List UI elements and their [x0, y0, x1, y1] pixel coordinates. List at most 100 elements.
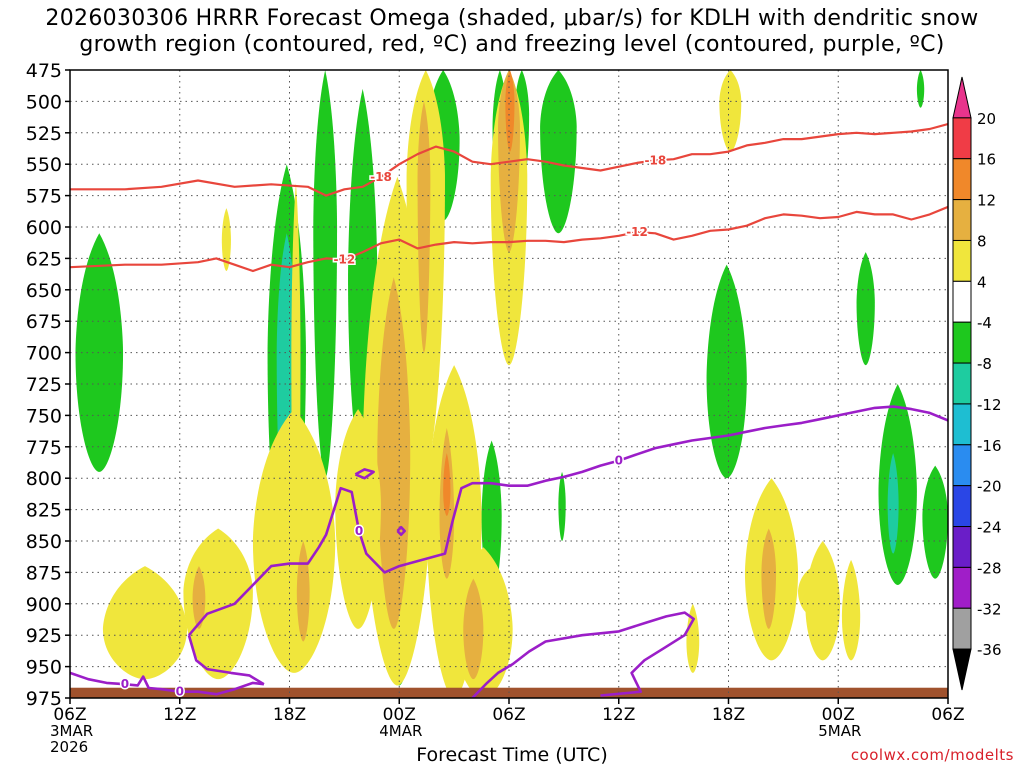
omega-area	[296, 541, 310, 642]
omega-area	[719, 70, 742, 152]
x-axis-label: Forecast Time (UTC)	[416, 744, 608, 766]
colorbar-label: -4	[977, 314, 992, 332]
colorbar-label: -36	[977, 641, 1002, 659]
colorbar-label: 8	[977, 232, 987, 250]
chart-title-line-2: growth region (contoured, red, ºC) and f…	[79, 32, 945, 57]
colorbar-label: 20	[977, 110, 996, 128]
contour-line	[187, 405, 948, 637]
omega-area	[505, 70, 515, 152]
colorbar-label: -16	[977, 437, 1002, 455]
dgz-contours: -18 -18 -12 -12	[70, 122, 948, 273]
y-tick-label: 975	[26, 688, 62, 710]
colorbar-label: -32	[977, 600, 1002, 618]
x-tick-label: 06Z	[53, 705, 86, 725]
x-tick-sublabel: 3MAR	[50, 722, 93, 740]
x-tick-label: 18Z	[712, 705, 745, 725]
contour-label: -18	[370, 170, 392, 184]
y-tick-label: 475	[26, 60, 62, 82]
colorbar-cell	[952, 158, 972, 201]
omega-area	[417, 101, 431, 353]
omega-area	[335, 409, 381, 629]
y-tick-label: 900	[26, 594, 62, 616]
omega-area	[841, 559, 861, 661]
colorbar-cell	[952, 280, 972, 323]
y-tick-label: 825	[26, 500, 62, 522]
y-tick-label: 550	[26, 154, 62, 176]
colorbar-cell	[952, 362, 972, 405]
contour-line	[70, 205, 948, 273]
colorbar: 20 16 12 8 4 -4 -8 -12 -16 -20 -24 -28 -32 -36	[952, 76, 1002, 691]
colorbar-cell	[952, 607, 972, 650]
omega-area	[183, 528, 253, 680]
contour-label: 0	[355, 524, 363, 538]
colorbar-cell	[952, 76, 972, 119]
colorbar-label: -8	[977, 355, 992, 373]
contour-label: -12	[334, 253, 356, 267]
colorbar-label: 4	[977, 273, 987, 291]
contour-line	[354, 468, 375, 480]
x-tick-sublabel: 4MAR	[379, 722, 422, 740]
colorbar-label: -12	[977, 396, 1002, 414]
contour-line	[70, 122, 948, 197]
y-axis: 475 500 525 550 575 600 625 650 675 700 725 750 775 8…	[26, 60, 70, 710]
colorbar-label: 16	[977, 151, 996, 169]
grid-lines	[70, 70, 948, 698]
colorbar-cell	[952, 117, 972, 160]
omega-area	[377, 277, 411, 629]
y-tick-label: 700	[26, 343, 62, 365]
x-tick-label: 06Z	[931, 705, 964, 725]
y-tick-label: 675	[26, 311, 62, 333]
omega-shading	[75, 70, 948, 698]
omega-area	[686, 603, 700, 673]
omega-area	[761, 528, 777, 629]
y-tick-label: 925	[26, 625, 62, 647]
colorbar-cell	[952, 444, 972, 487]
colorbar-cell	[952, 321, 972, 364]
contour-label: -18	[644, 153, 666, 167]
x-tick-label: 06Z	[492, 705, 525, 725]
y-tick-label: 875	[26, 562, 62, 584]
omega-area	[443, 453, 451, 516]
x-tick-label: 18Z	[273, 705, 306, 725]
chart-title-line-1: 2026030306 HRRR Forecast Omega (shaded, …	[45, 6, 979, 31]
omega-area	[252, 409, 336, 673]
contour-label: 0	[615, 454, 623, 468]
omega-area	[221, 208, 231, 271]
omega-area	[192, 566, 206, 629]
contour-label: -12	[626, 225, 648, 239]
omega-area	[922, 465, 948, 579]
y-tick-label: 750	[26, 405, 62, 427]
x-tick-label: 12Z	[163, 705, 196, 725]
x-tick-label: 12Z	[602, 705, 635, 725]
contour-line	[187, 634, 265, 686]
colorbar-cell	[952, 566, 972, 609]
colorbar-label: -28	[977, 559, 1002, 577]
omega-area	[706, 264, 747, 479]
colorbar-cell	[952, 403, 972, 446]
x-tick-label: 00Z	[383, 705, 416, 725]
credit-text: coolwx.com/modelts	[850, 746, 1014, 764]
contour-label: 0	[176, 685, 184, 699]
colorbar-label: -24	[977, 519, 1002, 537]
contour-label: 0	[121, 677, 129, 691]
omega-area	[558, 471, 566, 541]
y-tick-label: 525	[26, 123, 62, 145]
contour-line	[471, 611, 696, 698]
y-tick-label: 500	[26, 91, 62, 113]
omega-area	[856, 252, 875, 366]
colorbar-label: 12	[977, 192, 996, 210]
y-tick-label: 575	[26, 186, 62, 208]
y-tick-label: 625	[26, 248, 62, 270]
omega-area	[916, 70, 925, 108]
contour-line	[396, 525, 407, 537]
x-tick-sublabel: 5MAR	[818, 722, 861, 740]
contour-line	[70, 671, 265, 696]
y-tick-label: 650	[26, 280, 62, 302]
colorbar-cell	[952, 239, 972, 282]
y-tick-label: 850	[26, 531, 62, 553]
colorbar-cell	[952, 199, 972, 241]
x-tick-label: 00Z	[822, 705, 855, 725]
colorbar-cell	[952, 485, 972, 528]
omega-area	[798, 566, 830, 617]
